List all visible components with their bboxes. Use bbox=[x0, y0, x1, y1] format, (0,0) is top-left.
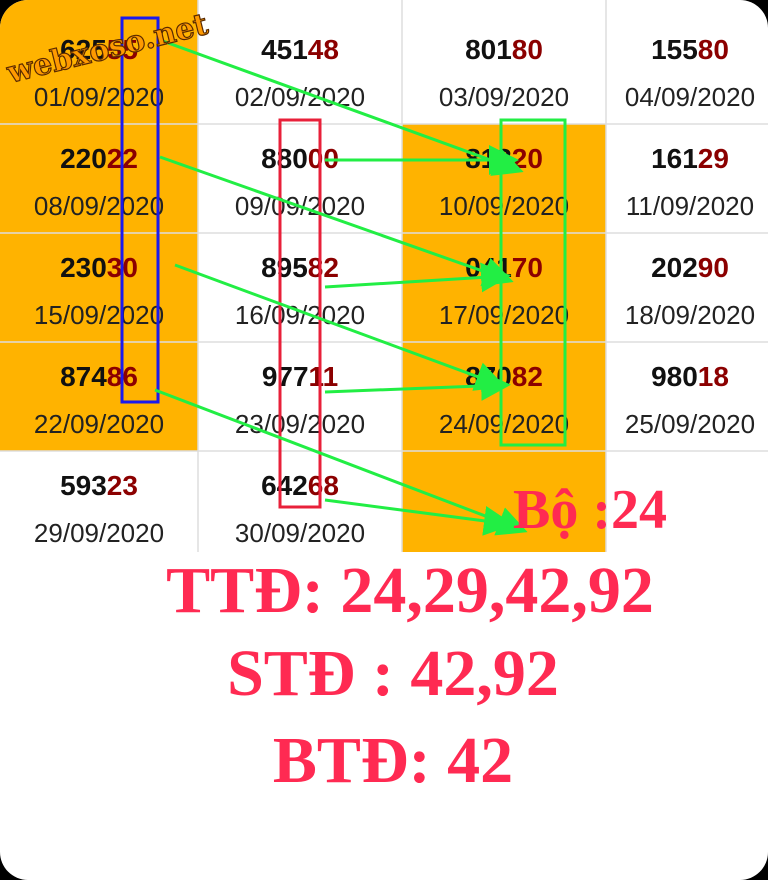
cell-date: 23/09/2020 bbox=[235, 409, 365, 439]
number-head: 593 bbox=[60, 470, 107, 501]
number-head: 801 bbox=[465, 34, 512, 65]
number-head: 642 bbox=[261, 470, 308, 501]
number-tail: 29 bbox=[698, 143, 729, 174]
number-tail: 48 bbox=[308, 34, 339, 65]
cell-date: 15/09/2020 bbox=[34, 300, 164, 330]
cell-date: 04/09/2020 bbox=[625, 82, 755, 112]
number-tail: 68 bbox=[308, 470, 339, 501]
number-tail: 80 bbox=[698, 34, 729, 65]
number-tail: 18 bbox=[698, 361, 729, 392]
number-tail: 82 bbox=[308, 252, 339, 283]
number-head: 155 bbox=[651, 34, 698, 65]
cell-number: 88000 bbox=[261, 143, 339, 174]
highlight bbox=[0, 0, 198, 451]
number-head: 874 bbox=[60, 361, 107, 392]
cell-date: 16/09/2020 bbox=[235, 300, 365, 330]
cell-date: 11/09/2020 bbox=[626, 191, 754, 221]
number-head: 230 bbox=[60, 252, 107, 283]
cell-number: 87486 bbox=[60, 361, 138, 392]
ttd-label: TTĐ: 24,29,42,92 bbox=[166, 554, 654, 627]
cell-number: 89582 bbox=[261, 252, 339, 283]
btd-label: BTĐ: 42 bbox=[273, 724, 513, 797]
table: 6255501/09/20204514802/09/20208018003/09… bbox=[0, 0, 768, 552]
number-tail: 70 bbox=[512, 252, 543, 283]
number-head: 451 bbox=[261, 34, 308, 65]
cell-number: 80180 bbox=[465, 34, 543, 65]
cell-number: 45148 bbox=[261, 34, 339, 65]
cell-number: 64268 bbox=[261, 470, 339, 501]
cell-date: 18/09/2020 bbox=[625, 300, 755, 330]
cell-date: 29/09/2020 bbox=[34, 518, 164, 548]
std-label: STĐ : 42,92 bbox=[227, 637, 559, 710]
cell-date: 03/09/2020 bbox=[439, 82, 569, 112]
cell-number: 98018 bbox=[651, 361, 729, 392]
number-tail: 11 bbox=[309, 361, 339, 392]
cell-number: 22022 bbox=[60, 143, 138, 174]
number-tail: 82 bbox=[512, 361, 543, 392]
cell-date: 08/09/2020 bbox=[34, 191, 164, 221]
cell-number: 16129 bbox=[651, 143, 729, 174]
cell-number: 15580 bbox=[651, 34, 729, 65]
cell-date: 10/09/2020 bbox=[439, 191, 569, 221]
cell-date: 01/09/2020 bbox=[34, 82, 164, 112]
number-head: 202 bbox=[651, 252, 698, 283]
number-head: 895 bbox=[261, 252, 308, 283]
cell-date: 17/09/2020 bbox=[439, 300, 569, 330]
cell-date: 25/09/2020 bbox=[625, 409, 755, 439]
highlight bbox=[402, 124, 606, 552]
number-head: 625 bbox=[60, 34, 107, 65]
cell-date: 30/09/2020 bbox=[235, 518, 365, 548]
number-tail: 23 bbox=[107, 470, 138, 501]
number-head: 977 bbox=[262, 361, 309, 392]
cell-number: 62555 bbox=[60, 34, 138, 65]
annotations bbox=[120, 16, 567, 536]
cell-date: 24/09/2020 bbox=[439, 409, 569, 439]
cell-number: 97711 bbox=[262, 361, 338, 392]
cell-number: 59323 bbox=[60, 470, 138, 501]
number-head: 220 bbox=[60, 143, 107, 174]
set-label: Bộ :24 bbox=[513, 479, 667, 541]
number-head: 980 bbox=[651, 361, 698, 392]
cell-date: 22/09/2020 bbox=[34, 409, 164, 439]
number-tail: 90 bbox=[698, 252, 729, 283]
number-tail: 80 bbox=[512, 34, 543, 65]
number-head: 880 bbox=[261, 143, 308, 174]
cell-number: 20290 bbox=[651, 252, 729, 283]
number-head: 161 bbox=[651, 143, 698, 174]
cell-number: 23030 bbox=[60, 252, 138, 283]
